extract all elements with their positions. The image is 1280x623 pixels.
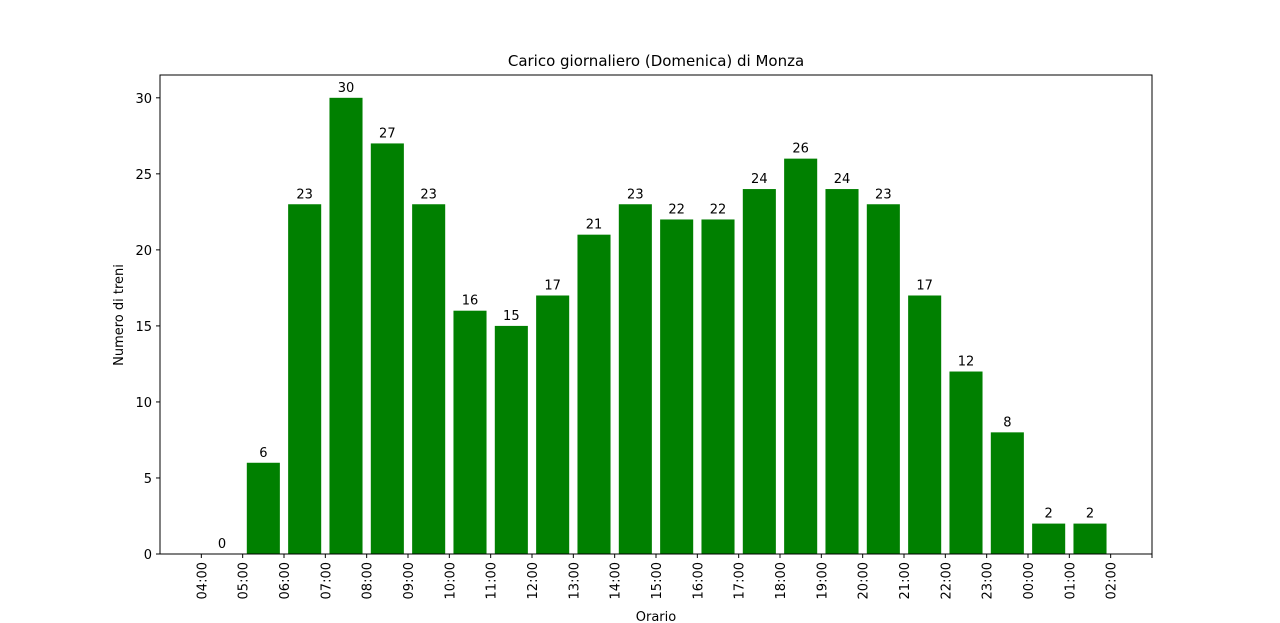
x-tick-label: 09:00 xyxy=(402,562,417,599)
x-tick-label: 05:00 xyxy=(237,562,252,599)
x-tick-label: 11:00 xyxy=(485,562,500,599)
bar xyxy=(1073,523,1107,554)
y-tick-label: 5 xyxy=(144,472,152,487)
data-label: 8 xyxy=(1003,415,1011,430)
x-tick-label: 12:00 xyxy=(526,562,541,599)
bar xyxy=(825,189,859,555)
bar xyxy=(494,325,528,554)
data-label: 26 xyxy=(792,142,809,157)
data-label: 12 xyxy=(958,355,975,370)
x-tick-label: 20:00 xyxy=(857,562,872,599)
bar xyxy=(453,310,487,554)
x-tick-label: 08:00 xyxy=(361,562,376,599)
y-tick-label: 10 xyxy=(135,396,152,411)
bar xyxy=(701,219,735,554)
x-tick-label: 22:00 xyxy=(939,562,954,599)
bar xyxy=(329,97,363,555)
x-tick-label: 02:00 xyxy=(1105,562,1120,599)
bar xyxy=(908,295,942,554)
bar xyxy=(288,204,322,554)
bar xyxy=(990,432,1024,554)
plot-frame xyxy=(159,74,1153,555)
bar xyxy=(618,204,652,554)
data-label: 17 xyxy=(916,278,933,293)
x-tick-label: 07:00 xyxy=(319,562,334,599)
x-tick-label: 17:00 xyxy=(733,562,748,599)
data-label: 17 xyxy=(544,278,561,293)
x-tick-label: 21:00 xyxy=(898,562,913,599)
data-label: 30 xyxy=(338,81,355,96)
bar xyxy=(412,204,446,554)
y-tick-label: 25 xyxy=(135,168,152,183)
data-label: 16 xyxy=(462,294,479,309)
bar xyxy=(1032,523,1066,554)
x-tick-label: 15:00 xyxy=(650,562,665,599)
bar xyxy=(370,143,404,554)
x-axis-label: Orario xyxy=(636,610,677,623)
bar xyxy=(536,295,570,554)
data-label: 2 xyxy=(1086,507,1094,522)
data-label: 24 xyxy=(834,172,851,187)
data-label: 27 xyxy=(379,126,396,141)
x-tick-label: 14:00 xyxy=(609,562,624,599)
x-tick-label: 18:00 xyxy=(774,562,789,599)
data-label: 23 xyxy=(296,187,313,202)
y-tick-label: 15 xyxy=(135,320,152,335)
data-label: 22 xyxy=(668,202,685,217)
bar xyxy=(577,234,611,554)
y-tick-label: 0 xyxy=(144,548,152,563)
bar xyxy=(949,371,983,554)
y-axis-label: Numero di treni xyxy=(112,264,127,366)
bar xyxy=(660,219,694,554)
data-label: 0 xyxy=(218,537,226,552)
data-label: 2 xyxy=(1045,507,1053,522)
y-tick-label: 30 xyxy=(135,92,152,107)
x-tick-label: 00:00 xyxy=(1022,562,1037,599)
data-label: 24 xyxy=(751,172,768,187)
bar xyxy=(742,189,776,555)
x-tick-label: 04:00 xyxy=(195,562,210,599)
x-tick-label: 16:00 xyxy=(691,562,706,599)
x-tick-label: 06:00 xyxy=(278,562,293,599)
x-tick-label: 01:00 xyxy=(1063,562,1078,599)
x-tick-label: 10:00 xyxy=(443,562,458,599)
data-label: 21 xyxy=(586,218,603,233)
bar xyxy=(246,462,280,554)
data-label: 22 xyxy=(710,202,727,217)
bar xyxy=(866,204,900,554)
data-label: 23 xyxy=(875,187,892,202)
bar xyxy=(784,158,818,554)
x-tick-label: 23:00 xyxy=(981,562,996,599)
data-label: 6 xyxy=(259,446,267,461)
data-label: 23 xyxy=(627,187,644,202)
data-label: 15 xyxy=(503,309,520,324)
data-label: 23 xyxy=(420,187,437,202)
chart-title: Carico giornaliero (Domenica) di Monza xyxy=(508,52,804,70)
y-tick-label: 20 xyxy=(135,244,152,259)
x-tick-label: 19:00 xyxy=(815,562,830,599)
x-tick-label: 13:00 xyxy=(567,562,582,599)
